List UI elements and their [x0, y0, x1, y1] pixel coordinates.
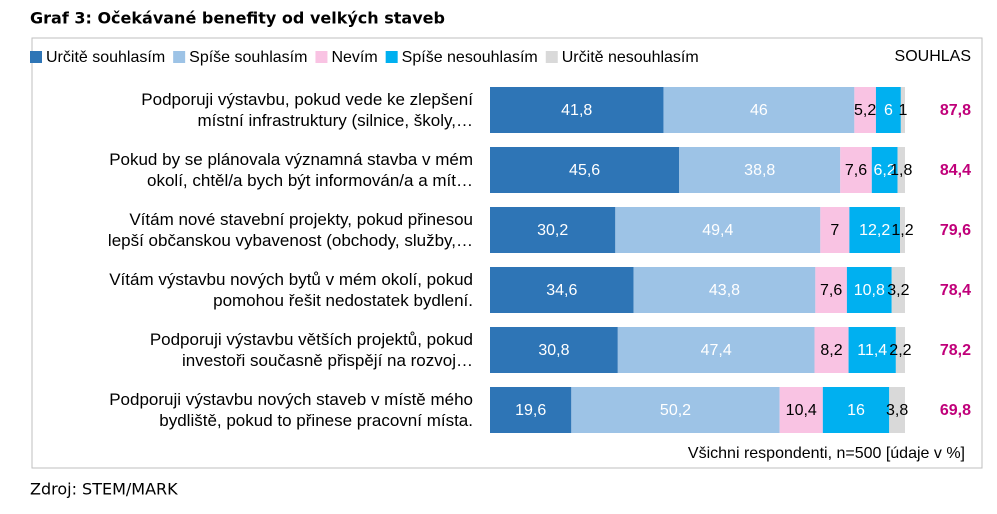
value-label: 16	[847, 402, 865, 419]
value-label: 1,8	[890, 162, 912, 179]
bar-segment	[900, 87, 905, 133]
legend-swatch	[173, 51, 186, 63]
value-label: 12,2	[859, 222, 890, 239]
legend-label: Určitě nesouhlasím	[562, 49, 699, 66]
legend-label: Nevím	[331, 49, 377, 66]
total-label: 84,4	[940, 162, 971, 179]
bar-segment	[820, 207, 850, 253]
bar-segment	[615, 207, 821, 253]
bar-segment	[490, 387, 572, 433]
value-label: 7,6	[820, 282, 842, 299]
legend-label: Určitě souhlasím	[46, 49, 165, 66]
bar-segment	[854, 87, 876, 133]
value-label: 47,4	[701, 342, 732, 359]
value-label: 7	[830, 222, 839, 239]
bar-segment	[900, 207, 905, 253]
bar-segment	[891, 267, 905, 313]
bar-segment	[822, 387, 890, 433]
value-label: 1,2	[891, 222, 913, 239]
value-label: 6	[884, 102, 893, 119]
bar-segment	[490, 327, 618, 373]
value-label: 19,6	[515, 402, 546, 419]
bar-segment	[815, 267, 847, 313]
value-label: 3,8	[886, 402, 908, 419]
legend-label: Spíše nesouhlasím	[402, 49, 538, 66]
legend-swatch	[30, 51, 42, 63]
value-label: 5,2	[854, 102, 876, 119]
value-label: 43,8	[709, 282, 740, 299]
bar-segment	[490, 207, 616, 253]
category-label: Pokud by se plánovala významná stavba v …	[109, 150, 473, 190]
value-label: 30,2	[537, 222, 568, 239]
value-label: 30,8	[538, 342, 569, 359]
total-label: 78,2	[940, 342, 971, 359]
bar-segment	[889, 387, 905, 433]
value-label: 10,8	[854, 282, 885, 299]
bar-segment	[490, 147, 680, 193]
value-label: 7,6	[845, 162, 867, 179]
value-label: 1	[898, 102, 907, 119]
value-label: 50,2	[660, 402, 691, 419]
category-label: Podporuji výstavbu větších projektů, pok…	[149, 330, 473, 370]
bar-segment	[895, 327, 905, 373]
bar-segment	[849, 207, 901, 253]
value-label: 34,6	[546, 282, 577, 299]
chart-frame	[31, 37, 983, 469]
bar-segment	[848, 327, 896, 373]
bar-segment	[633, 267, 816, 313]
total-label: 78,4	[940, 282, 971, 299]
chart-title: Graf 3: Očekávané benefity od velkých st…	[30, 9, 445, 28]
bar-segment	[571, 387, 780, 433]
category-label: Podporuji výstavbu, pokud vede ke zlepše…	[141, 90, 473, 130]
legend-swatch	[545, 51, 558, 63]
value-label: 6,2	[874, 162, 896, 179]
legend-swatch	[385, 51, 398, 63]
category-label: Vítám výstavbu nových bytů v mém okolí, …	[109, 270, 473, 310]
bar-segment	[814, 327, 849, 373]
bar-segment	[490, 87, 664, 133]
value-label: 41,8	[561, 102, 592, 119]
source: Zdroj: STEM/MARK	[30, 480, 178, 499]
category-label: Podporuji výstavbu nových staveb v místě…	[109, 390, 473, 430]
total-label: 87,8	[940, 102, 971, 119]
legend-label: Spíše souhlasím	[189, 49, 307, 66]
bar-segment	[617, 327, 815, 373]
bar-segment	[779, 387, 823, 433]
total-label: 69,8	[940, 402, 971, 419]
value-label: 2,2	[889, 342, 911, 359]
bar-segment	[871, 147, 898, 193]
value-label: 49,4	[702, 222, 733, 239]
bar-segment	[663, 87, 855, 133]
category-label: Vítám nové stavební projekty, pokud přin…	[107, 210, 473, 250]
value-label: 8,2	[820, 342, 842, 359]
value-label: 38,8	[744, 162, 775, 179]
bar-segment	[840, 147, 872, 193]
value-label: 3,2	[887, 282, 909, 299]
bar-segment	[875, 87, 901, 133]
total-label: 79,6	[940, 222, 971, 239]
legend-swatch	[315, 51, 328, 63]
bar-segment	[846, 267, 892, 313]
bar-segment	[897, 147, 905, 193]
total-header: SOUHLAS	[895, 48, 971, 65]
bar-segment	[679, 147, 841, 193]
value-label: 45,6	[569, 162, 600, 179]
value-label: 10,4	[786, 402, 817, 419]
value-label: 46	[750, 102, 768, 119]
value-label: 11,4	[857, 342, 887, 359]
bar-segment	[490, 267, 634, 313]
note: Všichni respondenti, n=500 [údaje v %]	[688, 445, 965, 462]
